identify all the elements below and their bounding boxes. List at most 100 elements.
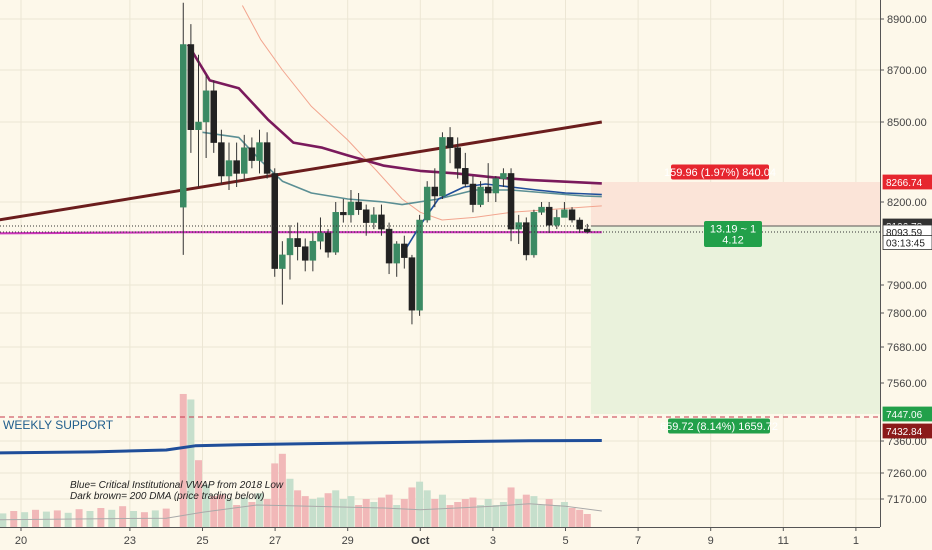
volume-bar xyxy=(362,499,370,541)
dma-200-line xyxy=(0,120,603,222)
time-tick-label: Oct xyxy=(411,535,430,547)
candle xyxy=(218,129,225,185)
time-tick-label: 20 xyxy=(15,535,27,547)
candle xyxy=(515,214,522,244)
candle-down xyxy=(568,209,576,221)
stop-box[interactable]: 159.96 (1.97%) 840.04 xyxy=(664,164,776,180)
volume-bar xyxy=(10,511,18,541)
price-tick-label: 7560.00 xyxy=(887,378,927,390)
price-tick-label: 8900.00 xyxy=(887,14,927,26)
volume-bar xyxy=(286,478,294,541)
volume-bar xyxy=(530,496,538,541)
candle-down xyxy=(401,243,408,258)
volume-bar xyxy=(108,509,116,541)
volume-bar xyxy=(538,505,546,541)
candle-down xyxy=(523,222,530,256)
time-tick-label: 27 xyxy=(269,535,281,547)
candle xyxy=(263,132,271,179)
candle-up xyxy=(492,178,500,194)
candle xyxy=(507,168,515,242)
volume-bar xyxy=(53,510,61,541)
volume-bar xyxy=(140,512,148,541)
price-tag: 8266.74 xyxy=(882,174,932,190)
volume-bar xyxy=(461,499,469,541)
volume-bar xyxy=(576,509,584,541)
candle xyxy=(210,80,218,153)
ratio-line-2: 4.12 xyxy=(722,235,743,247)
candle xyxy=(202,75,210,159)
candle xyxy=(439,132,446,200)
volume-bar xyxy=(309,499,317,541)
candle-up xyxy=(279,254,286,269)
candle-down xyxy=(294,238,301,247)
ratio-box[interactable]: 13.19 ~ 1 4.12 xyxy=(704,221,762,247)
candle-down xyxy=(408,257,416,311)
candle-down xyxy=(462,168,469,185)
volume-bar xyxy=(400,499,408,541)
volume-bar xyxy=(553,505,561,541)
weekly-support-label: WEEKLY SUPPORT xyxy=(3,418,114,432)
target-box-background xyxy=(668,418,770,434)
volume-bar xyxy=(492,505,500,541)
candle-down xyxy=(469,183,477,205)
price-tick-label: 8700.00 xyxy=(887,65,927,77)
price-tag-background xyxy=(882,174,932,190)
price-tick-label: 7680.00 xyxy=(887,342,927,354)
price-tag: 7447.06 xyxy=(882,406,932,422)
candle xyxy=(545,202,553,233)
candle xyxy=(477,181,484,208)
candle-up xyxy=(439,137,446,197)
price-tag-background xyxy=(882,423,932,439)
candle xyxy=(240,134,248,182)
volume-bar xyxy=(233,505,241,541)
volume-bar xyxy=(507,487,515,541)
candle-down xyxy=(507,173,515,230)
candle xyxy=(492,176,500,202)
candle-down xyxy=(362,209,370,223)
time-tick-label: 3 xyxy=(490,535,496,547)
candle-up xyxy=(317,232,324,242)
price-tags: 8266.748106.788093.5903:13:457447.067432… xyxy=(882,174,932,439)
candle xyxy=(301,238,309,272)
candle xyxy=(355,193,362,215)
volume-bar xyxy=(438,494,446,541)
volume-bar xyxy=(347,496,355,541)
candle-up xyxy=(477,186,484,205)
volume-bar xyxy=(86,511,94,541)
volume-bar xyxy=(316,497,324,541)
candle-up xyxy=(500,173,507,179)
candle-up xyxy=(180,44,187,208)
volume-bar xyxy=(484,499,492,541)
price-tag-background xyxy=(882,406,932,422)
candle-down xyxy=(233,160,240,174)
volume-bar xyxy=(195,460,203,541)
candle xyxy=(317,217,324,250)
price-axis-background xyxy=(880,0,932,550)
volume-bar xyxy=(202,484,210,541)
candle xyxy=(584,223,591,234)
volume-bar xyxy=(431,499,439,541)
time-axis[interactable]: 20 23 25 27 29 Oct 3 5 7 9 11 1 xyxy=(0,527,932,550)
time-tick-label: 25 xyxy=(196,535,208,547)
candle-down xyxy=(378,214,385,230)
candle-down xyxy=(324,232,332,253)
stop-box-background xyxy=(671,164,769,180)
candle xyxy=(530,209,538,258)
volume-bar xyxy=(64,512,72,541)
candle-down xyxy=(484,186,492,194)
price-tick-label: 7800.00 xyxy=(887,308,927,320)
candle xyxy=(271,168,278,277)
candle-up xyxy=(202,90,210,123)
time-tick-label: 7 xyxy=(635,535,641,547)
volume-bar xyxy=(294,490,302,541)
price-tick-label: 7900.00 xyxy=(887,280,927,292)
candle-down xyxy=(301,246,309,261)
price-tag: 03:13:45 xyxy=(882,235,932,250)
price-axis[interactable]: 8900.00 8700.00 8500.00 8200.00 7900.00 7800.… xyxy=(880,0,932,550)
volume-bar xyxy=(393,505,401,541)
volume-bar xyxy=(278,453,286,541)
target-box[interactable]: 659.72 (8.14%) 1659.72 xyxy=(660,418,778,434)
volume-bar xyxy=(151,510,159,541)
volume-bar xyxy=(210,496,218,541)
